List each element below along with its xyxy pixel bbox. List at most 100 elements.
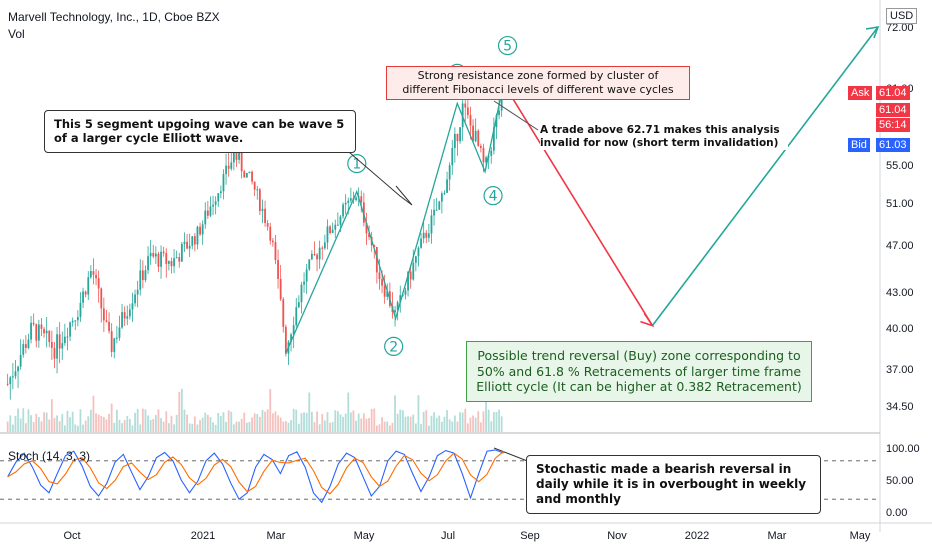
wave-label-circle — [497, 35, 518, 56]
candle-body — [414, 256, 417, 263]
candle-body — [378, 272, 381, 280]
volume-bar — [53, 418, 56, 432]
candle-body — [412, 262, 415, 280]
volume-bar — [409, 416, 412, 432]
candle-body — [404, 290, 407, 295]
candle-body — [409, 271, 412, 280]
candle-body — [193, 236, 196, 245]
volume-bar — [401, 410, 404, 432]
currency-button[interactable]: USD — [886, 8, 918, 24]
candle-body — [308, 259, 311, 270]
candle-body — [425, 232, 428, 238]
volume-bar — [295, 409, 298, 432]
volume-bar — [433, 412, 435, 432]
volume-bar — [456, 421, 459, 432]
volume-bar — [89, 409, 92, 432]
candle-body — [485, 157, 487, 163]
price-tick-label: 43.00 — [886, 287, 914, 299]
volume-bar — [388, 425, 391, 432]
stoch-tick-label: 100.00 — [886, 443, 920, 455]
candle-body — [35, 324, 38, 341]
candle-body — [92, 271, 95, 275]
volume-bar — [451, 421, 454, 432]
volume-bar — [121, 423, 123, 432]
candle-body — [139, 270, 142, 290]
candle-body — [32, 322, 35, 325]
candle-body — [282, 299, 285, 327]
candle-body — [492, 127, 495, 151]
candle-body — [347, 200, 350, 203]
volume-bar — [66, 410, 69, 432]
candle-body — [118, 327, 121, 338]
candle-body — [82, 291, 84, 303]
stoch-indicator-label[interactable]: Stoch (14, 3, 3) — [8, 449, 91, 463]
candle-body — [443, 192, 446, 194]
candle-body — [399, 295, 402, 303]
wave5-callout-pointer — [334, 139, 413, 206]
volume-bar — [188, 423, 191, 432]
stoch-tick-label: 50.00 — [886, 475, 914, 487]
candle-body — [76, 317, 79, 321]
volume-bar — [396, 413, 399, 432]
volume-bar — [152, 418, 155, 432]
volume-bar — [264, 411, 266, 432]
candle-body — [227, 165, 230, 169]
volume-bar — [446, 410, 448, 432]
candle-body — [87, 277, 90, 295]
candle-body — [37, 324, 40, 341]
candle-body — [147, 256, 149, 271]
volume-bar — [365, 418, 368, 432]
volume-bar — [427, 425, 430, 432]
volume-bar — [157, 409, 160, 432]
resistance-annotation: Strong resistance zone formed by cluster… — [386, 66, 690, 100]
candle-body — [316, 254, 318, 260]
candle-body — [79, 302, 82, 318]
time-tick-label: Mar — [267, 530, 286, 542]
volume-bar — [399, 409, 402, 432]
volume-bar — [162, 421, 165, 432]
time-tick-label: Oct — [63, 530, 80, 542]
candle-body — [204, 210, 207, 225]
candle-body — [349, 198, 352, 201]
candle-body — [69, 322, 71, 337]
volume-bar — [183, 409, 186, 432]
volume-bar — [219, 416, 222, 432]
volume-bar — [165, 411, 168, 432]
candle-body — [258, 189, 261, 211]
candle-body — [394, 310, 396, 313]
candle-body — [113, 338, 116, 352]
volume-bar — [362, 413, 365, 432]
candle-body — [440, 193, 443, 202]
candle-body — [245, 173, 248, 178]
volume-bar — [482, 411, 485, 432]
volume-bar — [178, 391, 181, 432]
candle-body — [482, 147, 485, 163]
volume-bar — [79, 409, 82, 432]
volume-bar — [269, 389, 272, 432]
volume-bar — [243, 412, 246, 432]
volume-bar — [303, 412, 305, 432]
candle-body — [329, 226, 331, 234]
candle-body — [199, 226, 201, 235]
candle-body — [477, 130, 480, 146]
volume-bar — [17, 408, 19, 432]
candle-body — [53, 347, 56, 359]
volume-bar — [123, 420, 126, 432]
volume-bar — [95, 413, 97, 432]
candle-body — [479, 145, 482, 148]
volume-bar — [336, 411, 339, 432]
ask-label-badge: Ask — [848, 86, 873, 100]
candle-body — [271, 240, 274, 243]
candle-body — [274, 242, 277, 261]
candle-body — [209, 206, 212, 216]
wave-label: 5 — [503, 39, 512, 55]
candle-body — [89, 271, 92, 278]
candle-body — [365, 222, 368, 234]
wave-label: 2 — [389, 339, 398, 355]
candle-body — [342, 204, 344, 217]
volume-bar — [448, 419, 451, 432]
candle-body — [131, 303, 134, 310]
candle-body — [22, 344, 25, 355]
volume-bar — [225, 421, 227, 432]
candle-body — [430, 215, 433, 234]
